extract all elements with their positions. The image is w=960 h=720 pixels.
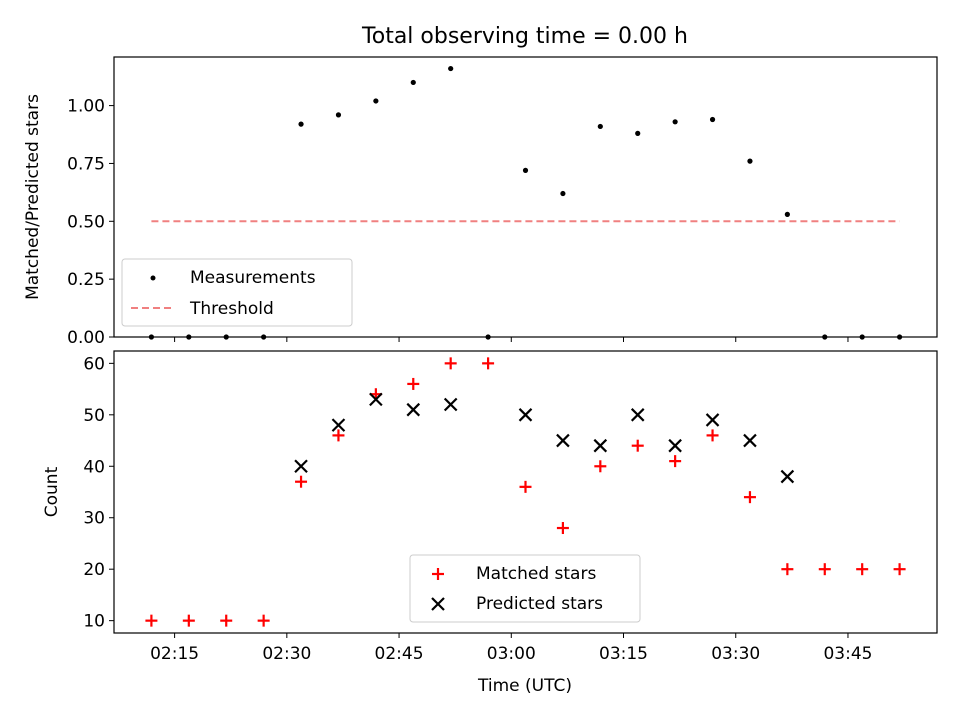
bottom-y-tick-label: 20 [83, 560, 105, 580]
point-matched-stars [295, 475, 308, 488]
legend-label-predicted-stars: Predicted stars [476, 594, 603, 614]
point-measurements [410, 79, 416, 86]
point-predicted-stars [705, 413, 720, 427]
point-matched-stars [706, 429, 719, 442]
bottom-legend: Matched stars Predicted stars [409, 554, 641, 623]
point-predicted-stars-b [630, 408, 645, 422]
point-predicted-stars-b [593, 438, 608, 453]
legend-label-matched-stars: Matched stars [476, 564, 596, 584]
bottom-y-tick-label: 50 [83, 406, 105, 426]
point-predicted-stars [780, 469, 795, 484]
point-measurements [784, 211, 790, 217]
point-matched-stars [519, 480, 532, 493]
point-matched-stars [482, 357, 495, 370]
top-legend: Measurements Threshold [121, 258, 353, 327]
bottom-x-tick-label: 02:45 [375, 644, 424, 664]
top-y-tick-label: 0.75 [67, 154, 105, 174]
legend-label-threshold: Threshold [189, 299, 274, 319]
legend-marker-matched-stars [432, 568, 444, 580]
point-measurements [560, 190, 566, 197]
point-measurements [747, 158, 753, 164]
bottom-x-tick-label: 03:15 [599, 644, 648, 664]
top-plot-area: 0.00 0.25 0.50 0.75 1.00 [67, 65, 903, 348]
top-title: Total observing time = 0.00 h [361, 24, 688, 49]
point-matched-stars [781, 563, 794, 576]
top-axes-frame [113, 56, 938, 338]
point-predicted-stars-b [331, 418, 346, 432]
point-predicted-stars [443, 397, 458, 412]
bottom-legend-box [409, 554, 641, 623]
point-predicted-stars-b [743, 433, 757, 448]
point-predicted-stars [556, 433, 570, 448]
point-measurements [335, 112, 342, 118]
point-matched-stars [669, 455, 682, 468]
point-predicted-stars-b [780, 469, 795, 484]
point-matched-stars [257, 614, 270, 627]
top-y-axis-label: Matched/Predicted stars [23, 94, 43, 300]
legend-label-measurements: Measurements [190, 268, 316, 288]
point-matched-stars [182, 614, 195, 627]
top-y-tick-label: 0.50 [67, 212, 105, 232]
point-measurements [672, 119, 678, 125]
point-matched-stars [332, 429, 345, 442]
bottom-x-tick-label: 03:45 [823, 644, 872, 664]
bottom-y-tick-label: 60 [83, 354, 105, 374]
bottom-y-tick-label: 40 [83, 457, 105, 477]
legend-marker-predicted-stars [431, 597, 445, 611]
point-matched-stars [145, 614, 158, 627]
point-predicted-stars-b [443, 397, 458, 412]
point-predicted-stars-b [406, 402, 421, 417]
point-measurements [298, 121, 304, 127]
point-matched-stars [444, 357, 457, 370]
bottom-x-tick-label: 02:30 [262, 644, 311, 664]
point-matched-stars [220, 614, 233, 627]
bottom-x-axis-label: Time (UTC) [477, 676, 572, 696]
point-matched-stars [856, 563, 869, 576]
bottom-x-tick-label: 02:15 [150, 644, 199, 664]
point-predicted-stars [518, 408, 533, 422]
point-matched-stars [631, 439, 644, 452]
point-measurements [448, 65, 454, 72]
point-predicted-stars [406, 402, 421, 417]
bottom-y-tick-label: 10 [83, 612, 105, 632]
point-matched-stars [594, 460, 607, 473]
bottom-y-axis-label: Count [42, 466, 62, 517]
top-legend-box [121, 258, 353, 327]
point-predicted-stars-b [518, 408, 533, 422]
bottom-x-tick-label: 03:30 [711, 644, 760, 664]
point-predicted-stars-b [294, 459, 308, 474]
point-matched-stars [407, 377, 420, 390]
top-y-tick-label: 0.00 [67, 328, 105, 348]
point-predicted-stars [294, 459, 308, 474]
point-predicted-stars [630, 408, 645, 422]
point-predicted-stars [331, 418, 346, 432]
point-measurements [597, 123, 603, 130]
point-measurements [709, 116, 716, 123]
bottom-y-tick-label: 30 [83, 509, 105, 529]
point-matched-stars [818, 563, 831, 576]
point-predicted-stars-b [556, 433, 570, 448]
bottom-plot-area: 10 20 30 40 50 60 02:15 02:30 02:45 03:00 03:15 03:… [83, 354, 906, 664]
point-measurements [373, 98, 379, 104]
point-predicted-stars-b [668, 438, 682, 453]
point-predicted-stars-b [369, 392, 383, 407]
point-matched-stars [556, 522, 569, 535]
point-predicted-stars [668, 438, 682, 453]
point-predicted-stars [593, 438, 608, 453]
bottom-axes-frame [113, 350, 938, 634]
point-measurements [635, 130, 641, 136]
point-matched-stars [743, 491, 756, 504]
point-predicted-stars-b [705, 413, 720, 427]
top-y-tick-label: 0.25 [67, 270, 105, 290]
point-predicted-stars [369, 392, 383, 407]
legend-marker-measurements [150, 275, 156, 281]
point-measurements [522, 167, 529, 173]
point-predicted-stars [743, 433, 757, 448]
top-y-tick-label: 1.00 [67, 97, 105, 117]
point-matched-stars [893, 563, 906, 576]
bottom-x-tick-label: 03:00 [487, 644, 536, 664]
